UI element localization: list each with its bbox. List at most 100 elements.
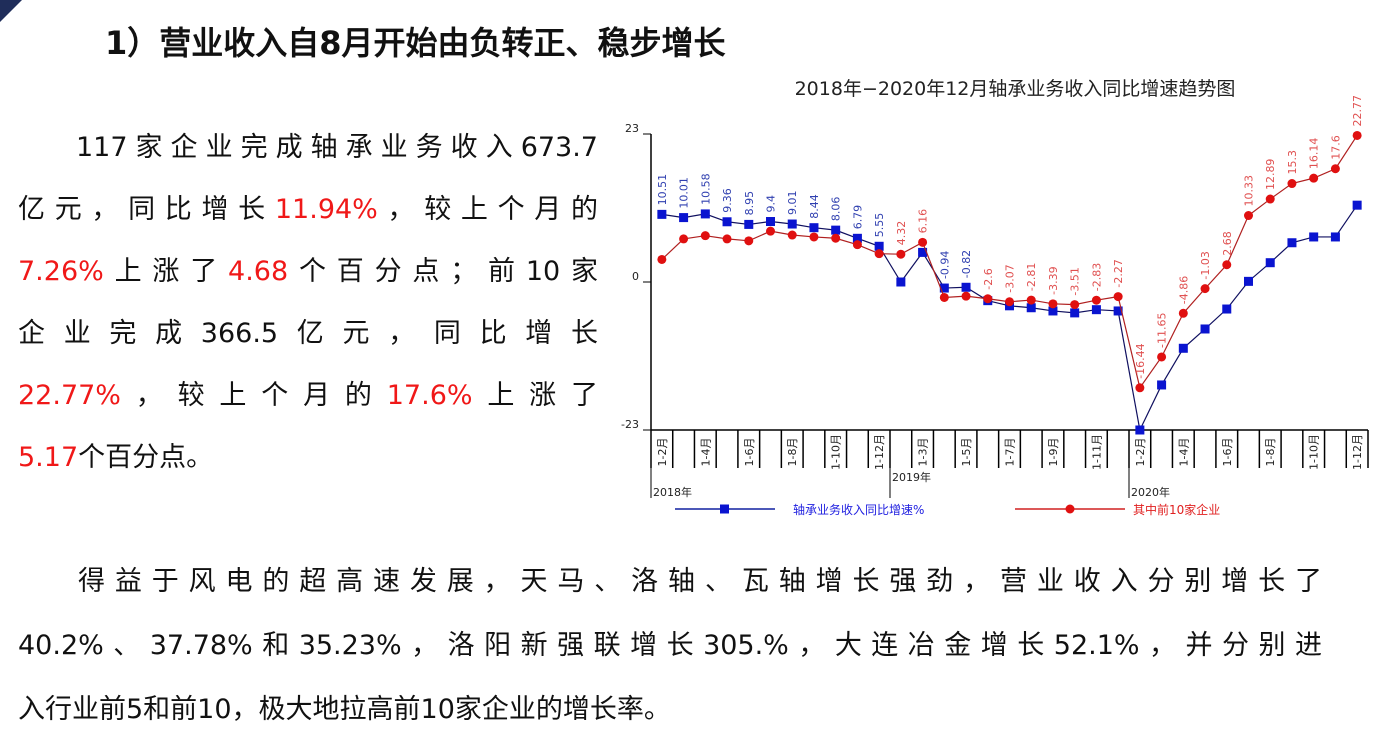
data-point-circle xyxy=(1309,173,1319,183)
data-point-square xyxy=(766,217,775,227)
data-label: 9.4 xyxy=(765,195,778,213)
x-tick-label: 1-6月 xyxy=(743,438,756,467)
x-tick-label: 1-3月 xyxy=(917,438,930,467)
data-point-circle xyxy=(1005,297,1014,307)
data-point-square xyxy=(831,225,841,235)
year-label: 2019年 xyxy=(892,470,931,484)
data-point-circle xyxy=(1330,164,1340,174)
summary-line: 7.26%上涨了4.68个百分点；前10家 xyxy=(18,250,598,312)
data-point-circle xyxy=(700,231,710,241)
data-label: -2.6 xyxy=(982,268,995,289)
legend-square-icon xyxy=(720,504,729,514)
data-label: -1.03 xyxy=(1199,251,1212,279)
data-point-circle xyxy=(874,249,884,259)
data-point-square xyxy=(1244,276,1253,286)
data-label: -2.83 xyxy=(1090,263,1103,291)
legend-label: 轴承业务收入同比增速% xyxy=(793,502,924,517)
data-point-circle xyxy=(852,240,862,250)
x-tick-label: 1-2月 xyxy=(656,438,669,467)
data-label: 10.01 xyxy=(678,177,691,209)
data-point-circle xyxy=(1200,284,1210,294)
text-segment: 个百分点。 xyxy=(78,442,214,473)
data-point-circle xyxy=(1091,295,1101,305)
data-point-circle xyxy=(1113,292,1123,302)
year-label: 2020年 xyxy=(1131,485,1170,499)
legend-label: 其中前10家企业 xyxy=(1133,502,1220,517)
detail-line: 入行业前5和前10，极大地拉高前10家企业的增长率。 xyxy=(18,694,671,725)
detail-paragraph: 得益于风电的超高速发展，天马、洛轴、瓦轴增长强劲，营业收入分别增长了 40.2%… xyxy=(18,560,1322,752)
data-point-circle xyxy=(679,234,689,244)
data-point-square xyxy=(1026,303,1036,313)
data-point-square xyxy=(1200,324,1210,334)
summary-paragraph: 117家企业完成轴承业务收入673.7 亿元，同比增长11.94%，较上个月的 7.… xyxy=(18,126,598,498)
text-segment: 117家企业完成轴承业务收入673.7 xyxy=(76,132,598,163)
data-point-circle xyxy=(983,294,993,304)
data-point-square xyxy=(852,233,862,243)
y-tick-label: 0 xyxy=(632,270,639,283)
data-point-circle xyxy=(766,226,775,236)
x-tick-label: 1-8月 xyxy=(1264,438,1277,467)
data-point-square xyxy=(874,241,884,251)
data-point-square xyxy=(657,209,667,219)
x-tick-label: 1-10月 xyxy=(830,434,843,470)
data-label: -3.51 xyxy=(1069,267,1082,295)
text-segment: ，较上个月的 xyxy=(120,380,387,411)
data-point-square xyxy=(1352,200,1362,210)
data-label: 10.33 xyxy=(1243,175,1256,207)
data-point-square xyxy=(1222,304,1232,314)
data-point-circle xyxy=(787,230,797,240)
data-point-circle xyxy=(744,236,754,246)
data-point-circle xyxy=(961,291,971,301)
data-point-circle xyxy=(939,292,949,302)
data-point-circle xyxy=(1135,383,1145,393)
series-line xyxy=(661,204,1358,432)
data-label: -4.86 xyxy=(1177,276,1190,304)
data-label: 10.58 xyxy=(699,173,712,205)
data-label: 8.06 xyxy=(830,197,843,222)
summary-line: 22.77%，较上个月的17.6%上涨了 xyxy=(18,374,598,436)
data-point-square xyxy=(809,223,819,233)
data-point-circle xyxy=(809,232,819,242)
summary-line: 117家企业完成轴承业务收入673.7 xyxy=(18,126,598,188)
data-point-square xyxy=(961,282,971,292)
legend-circle-icon xyxy=(1065,504,1075,514)
corner-decoration xyxy=(0,0,22,22)
data-label: 9.36 xyxy=(721,188,734,213)
data-point-circle xyxy=(657,254,667,264)
data-point-square xyxy=(939,283,949,293)
detail-line: 得益于风电的超高速发展，天马、洛轴、瓦轴增长强劲，营业收入分别增长了 xyxy=(78,566,1322,597)
data-label: 4.32 xyxy=(895,221,908,246)
data-point-square xyxy=(1265,258,1275,268)
data-point-circle xyxy=(1157,352,1167,362)
data-point-square xyxy=(1178,343,1188,353)
y-tick-label: -23 xyxy=(621,418,639,431)
data-point-circle xyxy=(1287,179,1297,189)
y-tick-label: 23 xyxy=(625,122,639,135)
data-point-square xyxy=(1330,232,1340,242)
data-label: 6.16 xyxy=(917,209,930,234)
data-label: 9.01 xyxy=(786,191,799,216)
data-label: 17.6 xyxy=(1329,135,1342,160)
data-label: 8.95 xyxy=(743,191,756,216)
data-point-square xyxy=(1113,306,1123,316)
data-point-square xyxy=(896,277,906,287)
summary-line: 企业完成366.5亿元，同比增长 xyxy=(18,312,598,374)
data-point-circle xyxy=(896,249,906,259)
data-point-square xyxy=(1091,305,1101,315)
data-point-circle xyxy=(1048,299,1058,309)
data-label: 15.3 xyxy=(1286,150,1299,175)
x-tick-label: 1-12月 xyxy=(1351,434,1364,470)
x-tick-label: 1-8月 xyxy=(786,438,799,467)
data-label: 10.51 xyxy=(656,174,669,206)
x-tick-label: 1-9月 xyxy=(1047,438,1060,467)
data-label: 8.44 xyxy=(808,194,821,219)
data-label: -0.94 xyxy=(938,251,951,279)
data-point-circle xyxy=(1026,295,1036,305)
data-point-square xyxy=(1048,306,1058,316)
x-tick-label: 1-12月 xyxy=(873,434,886,470)
data-label: -3.07 xyxy=(1004,264,1017,292)
x-tick-label: 1-2月 xyxy=(1134,438,1147,467)
highlight-value: 11.94% xyxy=(274,194,378,225)
data-point-square xyxy=(700,209,710,219)
